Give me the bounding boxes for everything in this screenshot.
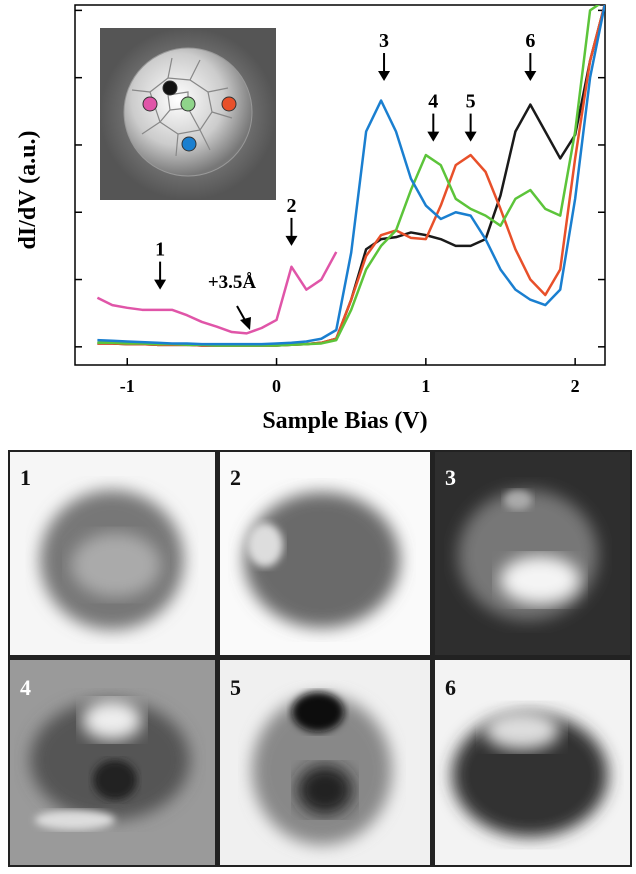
offset-arrow-head <box>240 317 251 330</box>
arrow-head <box>154 279 167 290</box>
inset <box>100 28 276 200</box>
peak-label: 1 <box>155 239 165 261</box>
arrow-head <box>427 131 440 142</box>
panel-label: 1 <box>20 465 31 490</box>
peak-label: 2 <box>286 195 296 217</box>
series-line <box>96 251 338 335</box>
arrow-head <box>378 71 391 82</box>
peak-label: 3 <box>379 30 389 52</box>
curves <box>96 5 605 347</box>
offset-label: +3.5Å <box>208 272 257 293</box>
x-tick-label: 2 <box>571 376 580 396</box>
panel-label: 2 <box>230 465 241 490</box>
peak-label: 6 <box>525 30 535 52</box>
x-tick-label: -1 <box>120 376 135 396</box>
y-axis-label: dI/dV (a.u.) <box>15 131 41 250</box>
series-line <box>97 5 605 346</box>
image-panels <box>8 450 632 867</box>
panel-label: 6 <box>445 675 456 700</box>
arrow-head <box>464 131 477 142</box>
panel-label: 5 <box>230 675 241 700</box>
peak-label: 5 <box>466 91 476 113</box>
plot-frame <box>74 4 606 366</box>
arrow-head <box>285 235 298 246</box>
x-tick-label: 0 <box>272 376 281 396</box>
peak-label: 4 <box>428 91 438 113</box>
arrow-head <box>524 71 537 82</box>
panel-label: 3 <box>445 465 456 490</box>
x-axis-label: Sample Bias (V) <box>262 408 427 434</box>
x-tick-label: 1 <box>421 376 430 396</box>
panel-label: 4 <box>20 675 31 700</box>
